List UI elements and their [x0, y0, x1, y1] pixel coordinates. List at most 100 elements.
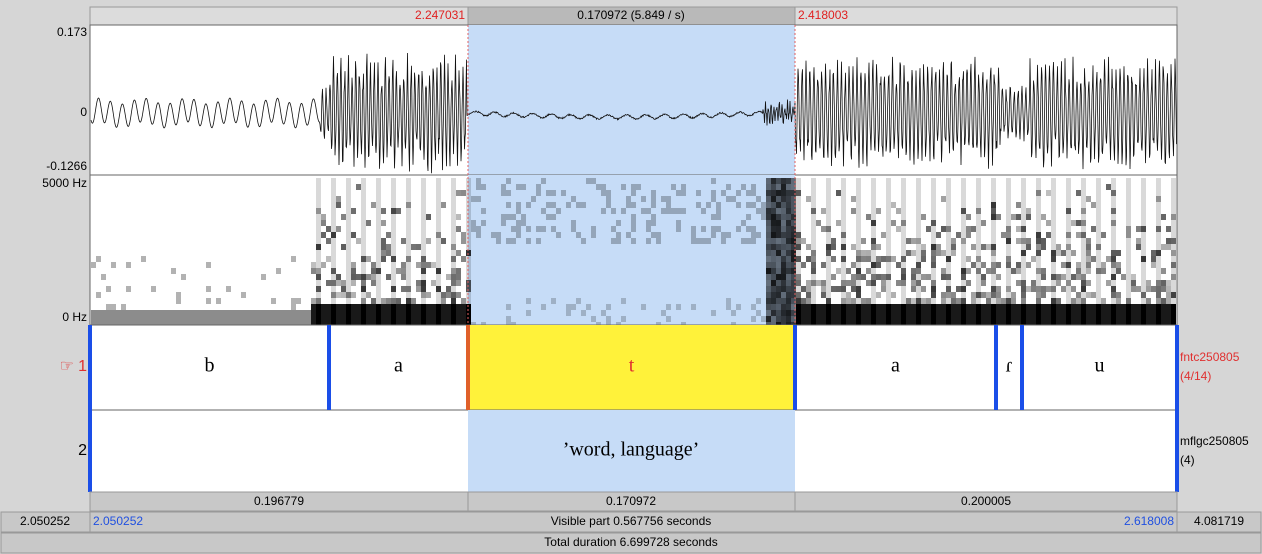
spectrogram-cell	[1151, 316, 1156, 322]
spectrogram-cell	[776, 196, 781, 202]
spectrogram-cell	[256, 316, 261, 322]
spectrogram-cell	[931, 232, 936, 238]
spectrogram-cell	[1026, 262, 1031, 268]
spectrogram-cell	[776, 286, 781, 292]
spectrogram-cell	[346, 262, 351, 268]
spectrogram-cell	[356, 310, 361, 316]
spectrogram-cell	[206, 262, 211, 268]
spectrogram-cell	[406, 310, 411, 316]
spectrogram-cell	[566, 304, 571, 310]
spectrogram-cell	[1021, 310, 1026, 316]
spectrogram-cell	[1086, 268, 1091, 274]
spectrogram-cell	[801, 304, 806, 310]
spectrogram-cell	[776, 202, 781, 208]
spectrogram-cell	[376, 256, 381, 262]
spectrogram-cell	[896, 310, 901, 316]
spectrogram-cell	[886, 238, 891, 244]
spectrogram-cell	[316, 286, 321, 292]
spectrogram-cell	[1071, 304, 1076, 310]
spectrogram-cell	[666, 202, 671, 208]
spectrogram-cell	[346, 250, 351, 256]
spectrogram-cell	[316, 196, 321, 202]
spectrogram-cell	[841, 214, 846, 220]
spectrogram-cell	[826, 268, 831, 274]
spectrogram-cell	[441, 202, 446, 208]
spectrogram-cell	[861, 298, 866, 304]
spectrogram-cell	[1111, 190, 1116, 196]
spectrogram-cell	[676, 304, 681, 310]
spectrogram-cell	[1021, 214, 1026, 220]
spectrogram-cell	[546, 214, 551, 220]
spectrogram-cell	[1126, 238, 1131, 244]
spectrogram-cell	[406, 256, 411, 262]
spectrogram-cell	[991, 256, 996, 262]
spectrogram-cell	[866, 250, 871, 256]
spectrogram-cell	[316, 184, 321, 190]
spectrogram-cell	[861, 250, 866, 256]
top-bar-right[interactable]	[795, 7, 1177, 25]
spectrogram-cell	[941, 268, 946, 274]
spectrogram-cell	[1056, 280, 1061, 286]
spectrogram-cell	[321, 232, 326, 238]
spectrogram-cell	[1131, 310, 1136, 316]
spectrogram-cell	[1066, 310, 1071, 316]
spectrogram-cell	[991, 196, 996, 202]
spectrogram-cell	[1031, 304, 1036, 310]
spectrogram-cell	[966, 310, 971, 316]
spectrogram-cell	[631, 202, 636, 208]
spectrogram-cell	[421, 244, 426, 250]
spectrogram-cell	[961, 262, 966, 268]
spectrogram-cell	[766, 244, 771, 250]
spectrogram-cell	[781, 220, 786, 226]
spectrogram-cell	[621, 208, 626, 214]
spectrogram-cell	[1141, 178, 1146, 184]
spectrogram-cell	[1081, 304, 1086, 310]
spectrogram-cell	[331, 298, 336, 304]
spectrogram-cell	[771, 250, 776, 256]
spectrogram-cell	[651, 202, 656, 208]
spectrogram-cell	[891, 220, 896, 226]
spectrogram-cell	[456, 226, 461, 232]
spectrogram-cell	[1016, 226, 1021, 232]
spectrogram-cell	[996, 286, 1001, 292]
spectrogram-cell	[786, 238, 791, 244]
spectrogram-cell	[811, 202, 816, 208]
spectrogram-cell	[1111, 310, 1116, 316]
spectrogram-cell	[1016, 316, 1021, 322]
spectrogram-cell	[786, 292, 791, 298]
spectrogram-cell	[971, 244, 976, 250]
spectrogram-cell	[931, 208, 936, 214]
spectrogram-cell	[901, 310, 906, 316]
spectrogram-cell	[1006, 304, 1011, 310]
spectrogram-cell	[1126, 184, 1131, 190]
spectrogram-cell	[961, 250, 966, 256]
spectrogram-cell	[101, 316, 106, 322]
spectrogram-cell	[916, 256, 921, 262]
spectrogram-cell	[776, 190, 781, 196]
spectrogram-cell	[451, 316, 456, 322]
spectrogram-cell	[836, 220, 841, 226]
spectrogram-cell	[1021, 304, 1026, 310]
spectrogram-cell	[771, 202, 776, 208]
spectrogram-cell	[1111, 286, 1116, 292]
spectrogram-cell	[1136, 238, 1141, 244]
spectrogram-cell	[516, 208, 521, 214]
spectrogram-cell	[646, 238, 651, 244]
spectrogram-cell	[1131, 274, 1136, 280]
spectrogram-cell	[346, 220, 351, 226]
spectrogram-cell	[886, 178, 891, 184]
spectrogram-cell	[761, 316, 766, 322]
spectrogram-cell	[1161, 286, 1166, 292]
spectrogram-cell	[966, 226, 971, 232]
spectrogram-cell	[1041, 274, 1046, 280]
spectrogram-cell	[1006, 286, 1011, 292]
spectrogram-cell	[1116, 268, 1121, 274]
spectrogram-cell	[776, 274, 781, 280]
spectrogram-cell	[436, 238, 441, 244]
spectrogram-cell	[541, 178, 546, 184]
spectrogram-cell	[1126, 214, 1131, 220]
top-bar-left[interactable]	[90, 7, 468, 25]
spectrogram-cell	[1141, 256, 1146, 262]
duration-label: 0.170972	[606, 494, 656, 508]
spectrogram-cell	[951, 298, 956, 304]
